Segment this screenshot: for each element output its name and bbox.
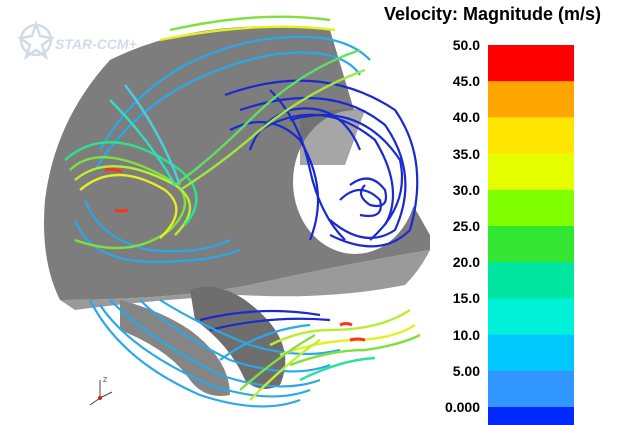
colorbar-band [488, 45, 574, 82]
colorbar-band [488, 117, 574, 155]
colorbar-band [488, 370, 574, 408]
legend-tick-label: 45.0 [452, 73, 480, 90]
svg-text:Z: Z [103, 377, 108, 384]
legend-tick-label: 15.0 [452, 290, 480, 307]
legend-tick-label: 20.0 [452, 254, 480, 271]
legend-title: Velocity: Magnitude (m/s) [384, 4, 602, 24]
legend-tick-label: 25.0 [452, 218, 480, 234]
xyz-triad-icon: Z [89, 377, 113, 406]
velocity-hotspots [104, 167, 366, 342]
rotor-geometry [44, 26, 430, 396]
colorbar-band [488, 407, 574, 425]
velocity-colorbar [488, 45, 574, 425]
legend-tick-label: 50.0 [452, 37, 480, 53]
colorbar-band [488, 153, 574, 191]
colorbar-band [488, 81, 574, 118]
colorbar-band [488, 334, 574, 372]
legend-tick-label: 5.00 [452, 362, 480, 379]
star-ccm-logo-icon [16, 20, 56, 61]
streamlines-high-speed [64, 15, 421, 401]
colorbar-band [488, 189, 574, 227]
streamlines-low-speed [199, 79, 419, 332]
legend-tick-label: 35.0 [452, 145, 480, 162]
colorbar-band [488, 226, 574, 263]
legend-tick-label: 0.000 [444, 399, 480, 415]
legend-tick-label: 10.0 [452, 326, 480, 343]
legend-tick-label: 30.0 [452, 181, 480, 198]
legend-tick-label: 40.0 [452, 109, 480, 126]
star-ccm-logo-text: STAR-CCM+ [55, 36, 137, 52]
colorbar-band [488, 298, 574, 336]
colorbar-band [488, 262, 574, 299]
